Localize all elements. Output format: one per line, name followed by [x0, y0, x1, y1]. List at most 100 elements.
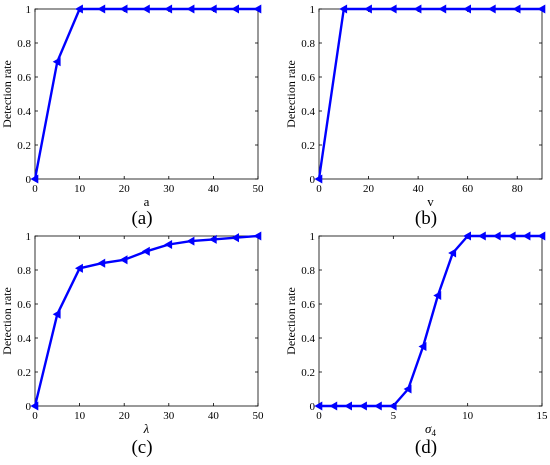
data-point-marker: [97, 4, 106, 14]
data-point-marker: [448, 248, 457, 258]
data-point-marker: [438, 4, 447, 14]
data-point-marker: [492, 231, 501, 241]
plot-frame-b: [318, 8, 543, 180]
chart-c: 0 10 20 30 40 50 0 0.2 0.4 0.6 0.8 1 Detection rate λ: [0, 231, 264, 436]
x-tick-label: 50: [253, 410, 265, 422]
x-tick-label: 40: [413, 183, 425, 195]
data-point-marker: [373, 401, 382, 411]
data-point-marker: [52, 57, 61, 67]
y-tick-label: 0.6: [17, 299, 31, 311]
y-tick-label: 0: [310, 401, 316, 413]
data-point-marker: [418, 341, 427, 352]
x-tick-label: 20: [119, 410, 131, 422]
y-tick-label: 0.8: [301, 38, 315, 50]
y-axis-label: Detection rate: [284, 60, 298, 128]
data-point-marker: [344, 401, 353, 411]
data-point-marker: [231, 233, 239, 243]
y-tick-label: 1: [310, 4, 316, 16]
data-point-marker: [339, 4, 348, 14]
data-point-marker: [52, 309, 61, 319]
y-tick-label: 0.4: [17, 106, 31, 118]
data-point-marker: [141, 246, 150, 256]
data-point-marker: [119, 4, 128, 14]
x-tick-label: 0: [316, 410, 322, 422]
series-line-b: [317, 7, 542, 180]
x-tick-label: 0: [32, 183, 38, 195]
data-point-marker: [433, 290, 442, 301]
series-line-a: [33, 7, 258, 180]
y-tick-label: 0.8: [301, 265, 315, 277]
data-point-marker: [512, 4, 521, 14]
y-tick-label: 0: [310, 174, 316, 186]
chart-b: 0 20 40 60 80 0 0.2 0.4 0.6 0.8 1 Detection rate v: [284, 4, 546, 209]
x-tick-label: 5: [391, 410, 397, 422]
series-line-d: [319, 234, 542, 408]
y-tick-label: 0.2: [17, 367, 31, 379]
data-point-marker: [314, 174, 323, 184]
data-point-marker: [30, 174, 39, 184]
y-tick-label: 0.2: [17, 140, 31, 152]
y-tick-label: 0.4: [301, 333, 315, 345]
y-tick-label: 0.4: [301, 106, 315, 118]
data-point-marker: [164, 239, 173, 250]
x-tick-label: 20: [119, 183, 131, 195]
data-point-marker: [119, 255, 128, 265]
y-tick-label: 0.2: [301, 140, 315, 152]
y-tick-label: 0.8: [17, 38, 31, 50]
y-tick-label: 0.4: [17, 333, 31, 345]
data-point-marker: [363, 4, 372, 14]
x-axis-label: σ4: [425, 421, 436, 438]
y-axis-label: Detection rate: [284, 287, 298, 355]
data-point-marker: [164, 4, 173, 14]
x-tick-label: 10: [74, 410, 86, 422]
data-point-marker: [74, 4, 83, 14]
y-tick-label: 0.2: [301, 367, 315, 379]
data-point-marker: [388, 4, 397, 14]
caption-a: (a): [131, 208, 153, 229]
y-tick-label: 0.6: [301, 299, 315, 311]
x-tick-label: 10: [74, 183, 86, 195]
data-point-marker: [186, 4, 195, 14]
data-point-marker: [522, 231, 531, 241]
data-point-marker: [329, 401, 338, 411]
x-tick-label: 0: [316, 183, 322, 195]
plot-frame-d: [318, 235, 543, 407]
data-point-marker: [186, 236, 195, 246]
caption-d: (d): [414, 437, 438, 458]
data-point-marker: [388, 401, 397, 411]
x-tick-label: 40: [208, 183, 220, 195]
caption-c: (c): [131, 437, 153, 458]
x-tick-label: 0: [32, 410, 38, 422]
x-tick-label: 60: [462, 183, 474, 195]
x-tick-label: 30: [163, 410, 175, 422]
x-tick-label: 80: [512, 183, 524, 195]
data-point-marker: [253, 4, 262, 14]
x-tick-label: 20: [363, 183, 375, 195]
y-tick-label: 1: [26, 4, 32, 16]
y-tick-label: 0: [26, 401, 32, 413]
x-tick-label: 30: [163, 183, 175, 195]
data-point-marker: [413, 4, 422, 14]
data-point-marker: [537, 4, 546, 14]
x-tick-label: 10: [462, 410, 474, 422]
data-point-marker: [231, 4, 239, 14]
y-tick-label: 1: [26, 231, 32, 243]
y-axis-label: Detection rate: [0, 287, 14, 355]
data-point-marker: [463, 231, 472, 241]
y-tick-label: 0: [26, 174, 32, 186]
data-point-marker: [403, 384, 412, 394]
data-point-marker: [507, 231, 516, 241]
y-tick-label: 0.6: [17, 72, 31, 84]
x-tick-label: 15: [537, 410, 549, 422]
data-point-marker: [487, 4, 496, 14]
y-tick-label: 1: [310, 231, 316, 243]
data-point-marker: [358, 401, 367, 411]
x-axis-label: v: [427, 194, 434, 209]
data-point-marker: [208, 4, 217, 14]
data-point-marker: [141, 4, 150, 14]
data-point-marker: [477, 231, 486, 241]
data-point-marker: [30, 401, 39, 411]
y-axis-label: Detection rate: [0, 60, 14, 128]
series-line-c: [33, 234, 259, 407]
